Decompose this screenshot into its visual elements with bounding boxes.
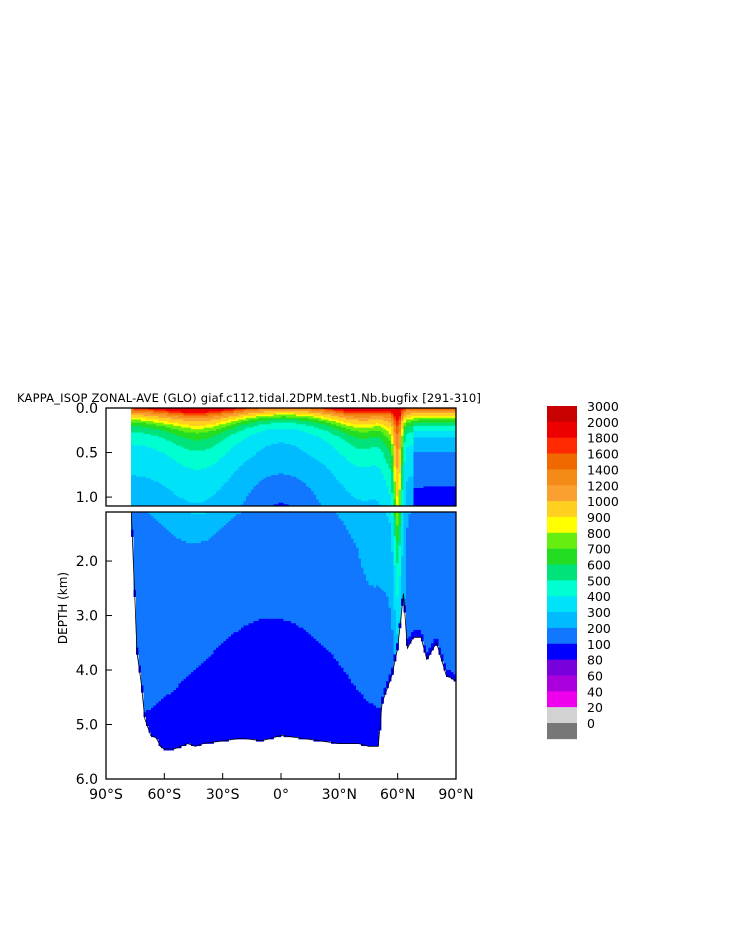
colorbar-swatch [547,659,577,676]
colorbar-swatch [547,421,577,438]
colorbar-label: 2000 [587,415,619,430]
x-tick-label: 30°S [206,787,240,803]
colorbar-label: 80 [587,653,603,668]
colorbar-swatch [547,532,577,549]
y-tick-label: 0.5 [76,446,98,462]
colorbar-swatch [547,406,577,423]
colorbar-swatch [547,580,577,597]
colorbar-label: 500 [587,573,611,588]
colorbar-swatch [547,437,577,454]
y-tick-label: 6.0 [76,772,98,788]
x-tick-label: 60°S [147,787,181,803]
colorbar-swatch [547,627,577,645]
y-axis-lower: 2.0 3.0 4.0 5.0 6.0 [76,554,112,788]
y-tick-label: 0.0 [76,401,98,417]
bathymetry-outline [130,512,456,750]
colorbar-swatch [547,643,577,660]
colorbar-label: 700 [587,542,611,557]
colorbar-label: 300 [587,605,611,620]
x-tick-label: 30°N [322,787,357,803]
colorbar-swatch [547,516,577,534]
x-axis: 90°S 60°S 30°S 0° 30°N 60°N 90°N [89,773,474,803]
colorbar-swatch [547,485,577,502]
colorbar-label: 100 [587,637,611,652]
x-tick-label: 90°S [89,787,123,803]
plot-title: KAPPA_ISOP ZONAL-AVE (GLO) giaf.c112.tid… [17,391,482,405]
colorbar-label: 800 [587,526,611,541]
colorbar-label: 600 [587,558,611,573]
colorbar-label: 0 [587,716,595,731]
colorbar-swatch [547,707,577,724]
lower-panel [130,512,456,751]
colorbar-label: 1800 [587,431,619,446]
colorbar-swatch [547,612,577,629]
colorbar-label: 1000 [587,494,619,509]
y-tick-label: 1.0 [76,490,98,506]
colorbar-label: 1200 [587,478,619,493]
y-axis-label: DEPTH (km) [56,572,70,644]
colorbar-swatch [547,723,577,740]
x-tick-label: 0° [273,787,289,803]
y-axis-upper: 0.0 0.5 1.0 [76,401,112,506]
y-tick-label: 2.0 [76,554,98,570]
colorbar-label: 3000 [587,399,619,414]
colorbar-label: 900 [587,510,611,525]
colorbar-label: 400 [587,589,611,604]
x-tick-label: 60°N [380,787,415,803]
colorbar-label: 200 [587,621,611,636]
y-tick-label: 4.0 [76,663,98,679]
colorbar-legend: 3000200018001600140012001000900800700600… [547,399,619,740]
upper-panel-frame [105,407,457,507]
colorbar-label: 1400 [587,462,619,477]
colorbar-swatch [547,469,577,486]
colorbar-swatch [547,501,577,518]
upper-panel-field [131,408,456,506]
y-tick-label: 3.0 [76,609,98,625]
colorbar-swatch [547,691,577,708]
x-tick-label: 90°N [438,787,473,803]
colorbar-swatch [547,453,577,470]
upper-panel [131,408,456,506]
lower-panel-field [131,512,456,751]
colorbar-label: 1600 [587,447,619,462]
colorbar-label: 40 [587,684,603,699]
colorbar-swatch [547,675,577,692]
colorbar-swatch [547,596,577,613]
colorbar-label: 60 [587,668,603,683]
colorbar-label: 20 [587,700,603,715]
colorbar-swatch [547,564,577,581]
y-tick-label: 5.0 [76,718,98,734]
colorbar-swatch [547,548,577,565]
